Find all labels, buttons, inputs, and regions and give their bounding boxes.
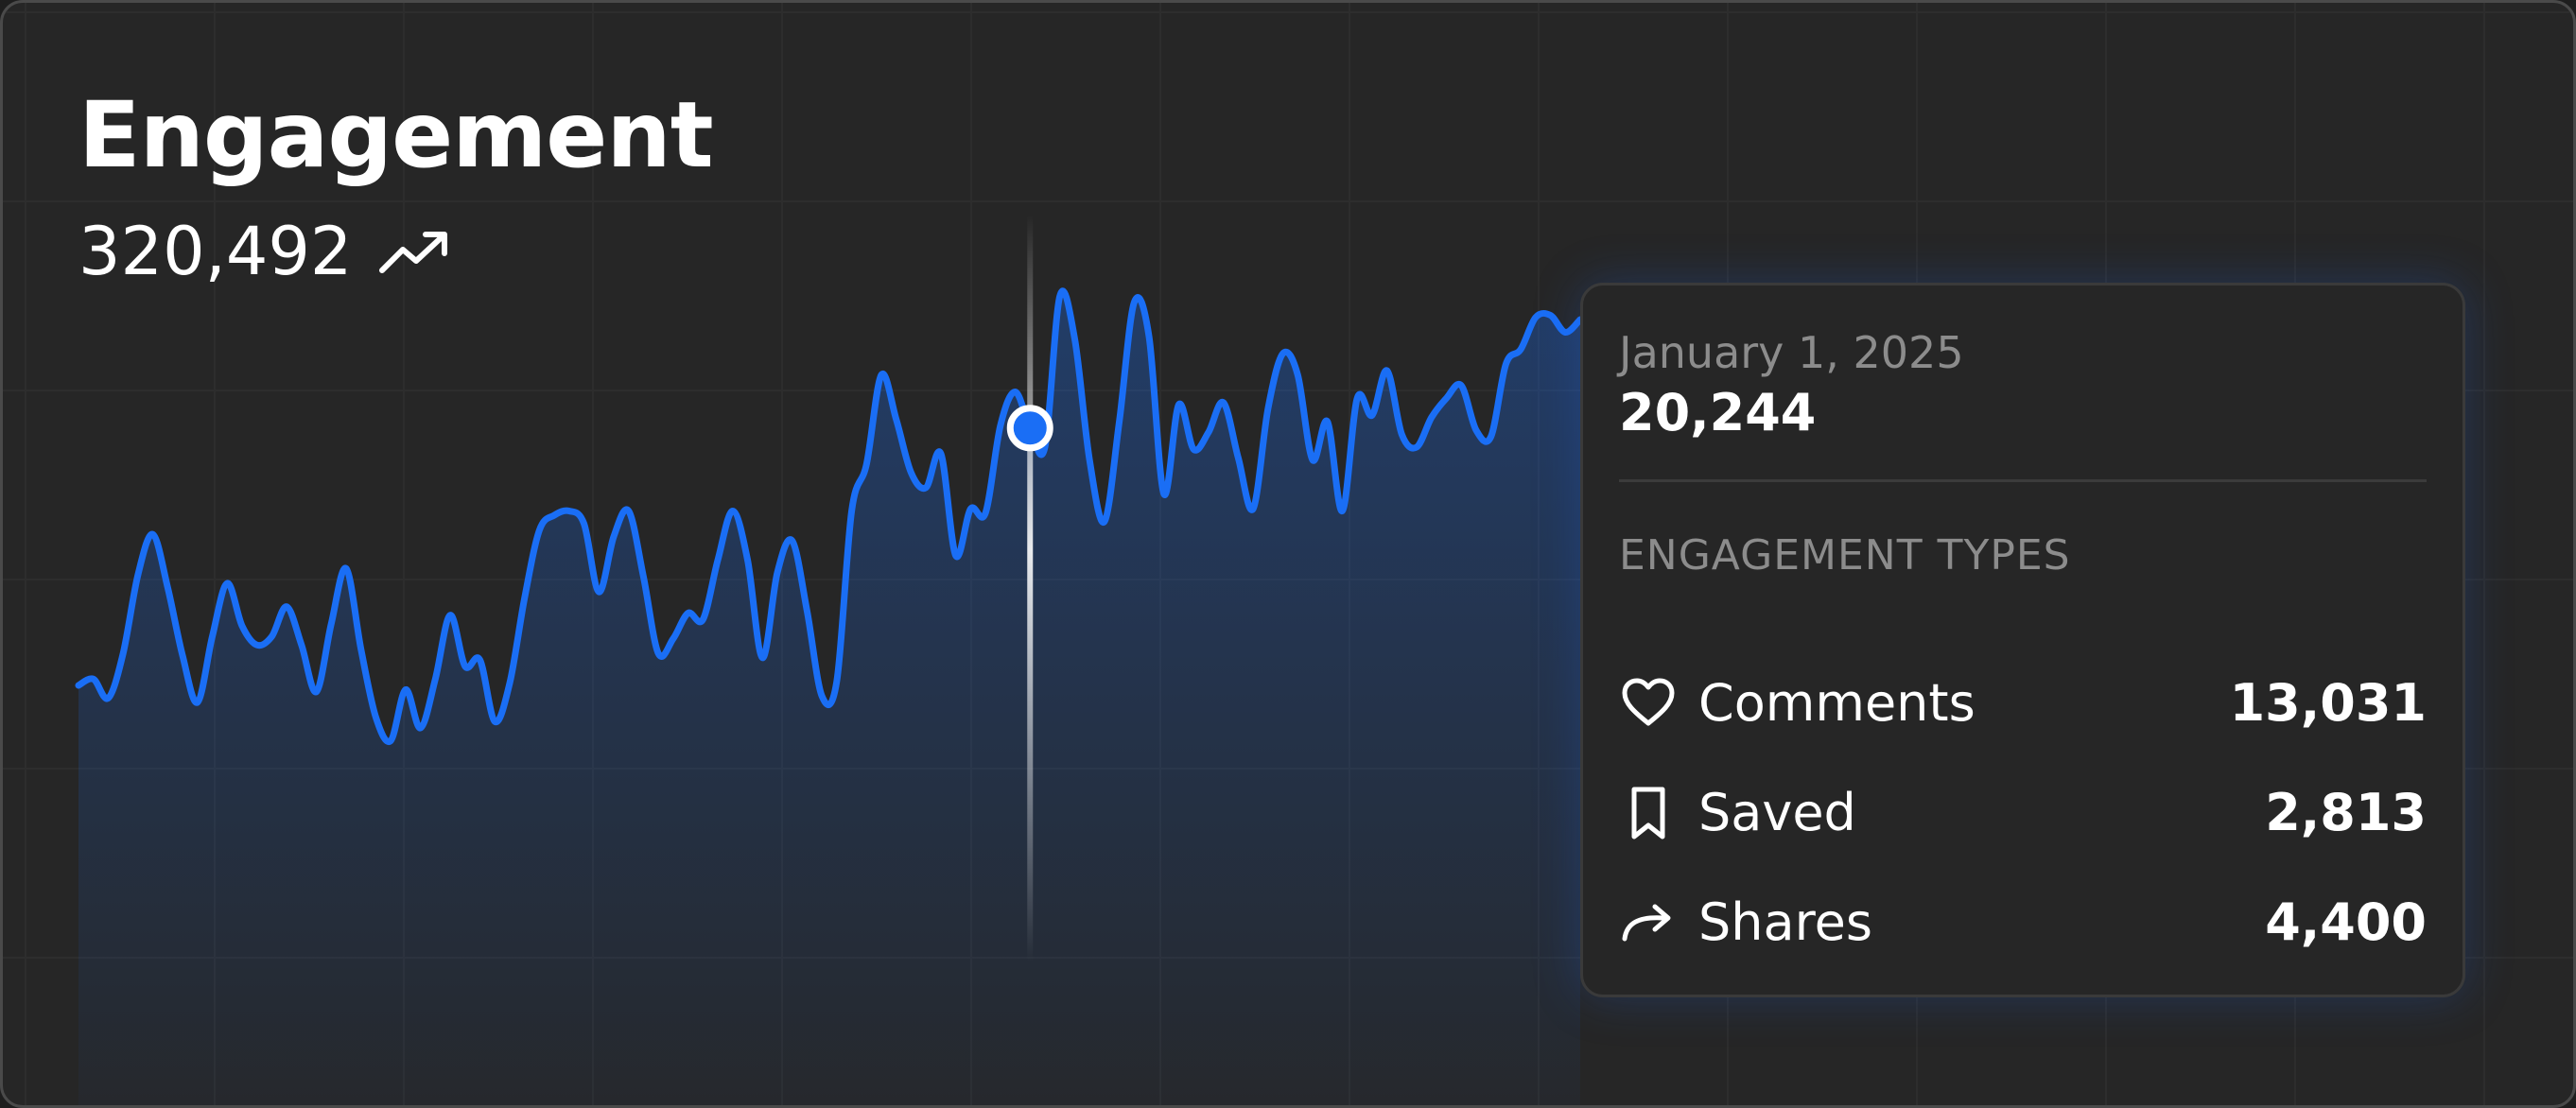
- engagement-row-saved: Saved 2,813: [1619, 758, 2427, 868]
- engagement-value: 4,400: [2265, 892, 2427, 953]
- card-title: Engagement: [78, 82, 714, 188]
- engagement-value: 13,031: [2229, 673, 2427, 734]
- tooltip-date: January 1, 2025: [1619, 327, 1964, 378]
- tooltip-section-title: ENGAGEMENT TYPES: [1619, 530, 2071, 580]
- engagement-types-list: Comments 13,031 Saved 2,813 Shares 4,400: [1619, 649, 2427, 978]
- total-summary: 320,492: [78, 218, 452, 285]
- engagement-line: [75, 287, 1584, 745]
- total-value: 320,492: [78, 213, 353, 290]
- hover-point: [1006, 405, 1053, 452]
- chart-tooltip: January 1, 2025 20,244 ENGAGEMENT TYPES …: [1580, 283, 2465, 997]
- engagement-label: Shares: [1698, 892, 1872, 953]
- tooltip-divider: [1619, 478, 2427, 482]
- engagement-value: 2,813: [2265, 783, 2427, 843]
- engagement-area: [78, 290, 1580, 1105]
- heart-icon: [1622, 678, 1675, 726]
- engagement-row-shares: Shares 4,400: [1619, 868, 2427, 978]
- trending-up-icon: [379, 232, 448, 273]
- engagement-label: Comments: [1698, 673, 1976, 734]
- tooltip-value: 20,244: [1619, 383, 1817, 443]
- engagement-row-comments: Comments 13,031: [1619, 649, 2427, 758]
- share-forward-icon: [1622, 904, 1671, 942]
- bookmark-icon: [1631, 787, 1665, 840]
- engagement-chart[interactable]: [3, 3, 2576, 1108]
- hover-crosshair: [1027, 215, 1034, 961]
- engagement-label: Saved: [1698, 783, 1856, 843]
